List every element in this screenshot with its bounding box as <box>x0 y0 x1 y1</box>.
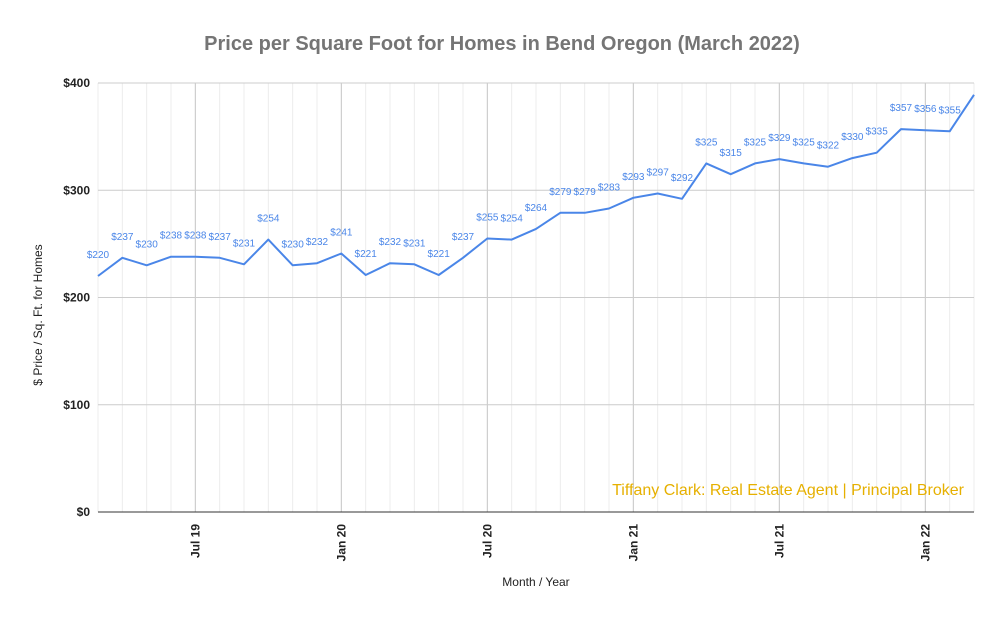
data-label: $292 <box>671 173 694 184</box>
data-label: $237 <box>209 232 232 243</box>
watermark: Tiffany Clark: Real Estate Agent | Princ… <box>612 482 965 499</box>
data-label: $330 <box>841 132 864 143</box>
x-tick-label: Jul 20 <box>480 524 494 558</box>
data-label: $357 <box>890 103 913 114</box>
data-label: $329 <box>768 133 791 144</box>
data-label: $297 <box>647 167 670 178</box>
data-label: $279 <box>574 187 597 198</box>
data-label: $221 <box>355 249 378 260</box>
data-label: $283 <box>598 182 621 193</box>
y-tick-label: $400 <box>63 76 90 90</box>
x-tick-label: Jul 19 <box>188 524 202 558</box>
x-tick-label: Jan 20 <box>334 524 348 562</box>
data-label: $255 <box>476 213 499 224</box>
data-label: $220 <box>87 250 110 261</box>
data-label: $254 <box>501 214 524 225</box>
y-axis-ticks: $0 $100 $200 $300 $400 <box>63 76 90 519</box>
y-tick-label: $100 <box>63 398 90 412</box>
series-line <box>97 94 975 277</box>
data-label: $279 <box>549 187 572 198</box>
x-tick-label: Jan 21 <box>626 524 640 562</box>
data-label: $230 <box>136 239 159 250</box>
data-label: $238 <box>184 231 207 242</box>
data-label: $231 <box>233 238 256 249</box>
data-label: $293 <box>622 172 645 183</box>
x-tick-label: Jul 21 <box>772 524 786 558</box>
data-label: $322 <box>817 141 840 152</box>
data-label: $356 <box>914 104 937 115</box>
data-label: $232 <box>379 237 402 248</box>
y-tick-label: $0 <box>77 505 91 519</box>
data-label: $325 <box>793 137 816 148</box>
data-labels: $220$237$230$238 $238 $237$231$254$230 $232… <box>87 103 961 261</box>
data-label: $221 <box>428 249 451 260</box>
data-label: $325 <box>695 137 718 148</box>
data-label: $315 <box>720 148 743 159</box>
y-tick-label: $300 <box>63 183 90 197</box>
y-tick-label: $200 <box>63 291 90 305</box>
data-label: $355 <box>939 105 962 116</box>
y-axis-title: $ Price / Sq. Ft. for Homes <box>31 244 45 385</box>
data-label: $335 <box>866 127 889 138</box>
x-tick-label: Jan 22 <box>918 524 932 562</box>
x-axis-ticks: Jul 19 Jan 20 Jul 20 Jan 21 Jul 21 Jan 22 <box>188 524 932 562</box>
chart-title: Price per Square Foot for Homes in Bend … <box>204 33 800 55</box>
data-label: $237 <box>111 232 134 243</box>
data-label: $241 <box>330 228 353 239</box>
major-gridlines <box>98 82 974 513</box>
x-axis-title: Month / Year <box>502 575 569 589</box>
data-label: $230 <box>282 239 305 250</box>
data-label: $325 <box>744 137 767 148</box>
data-label: $254 <box>257 214 280 225</box>
series-group <box>97 94 975 277</box>
data-label: $237 <box>452 232 475 243</box>
data-label: $232 <box>306 237 329 248</box>
data-label: $231 <box>403 238 426 249</box>
data-label: $264 <box>525 203 548 214</box>
data-label: $238 <box>160 231 183 242</box>
